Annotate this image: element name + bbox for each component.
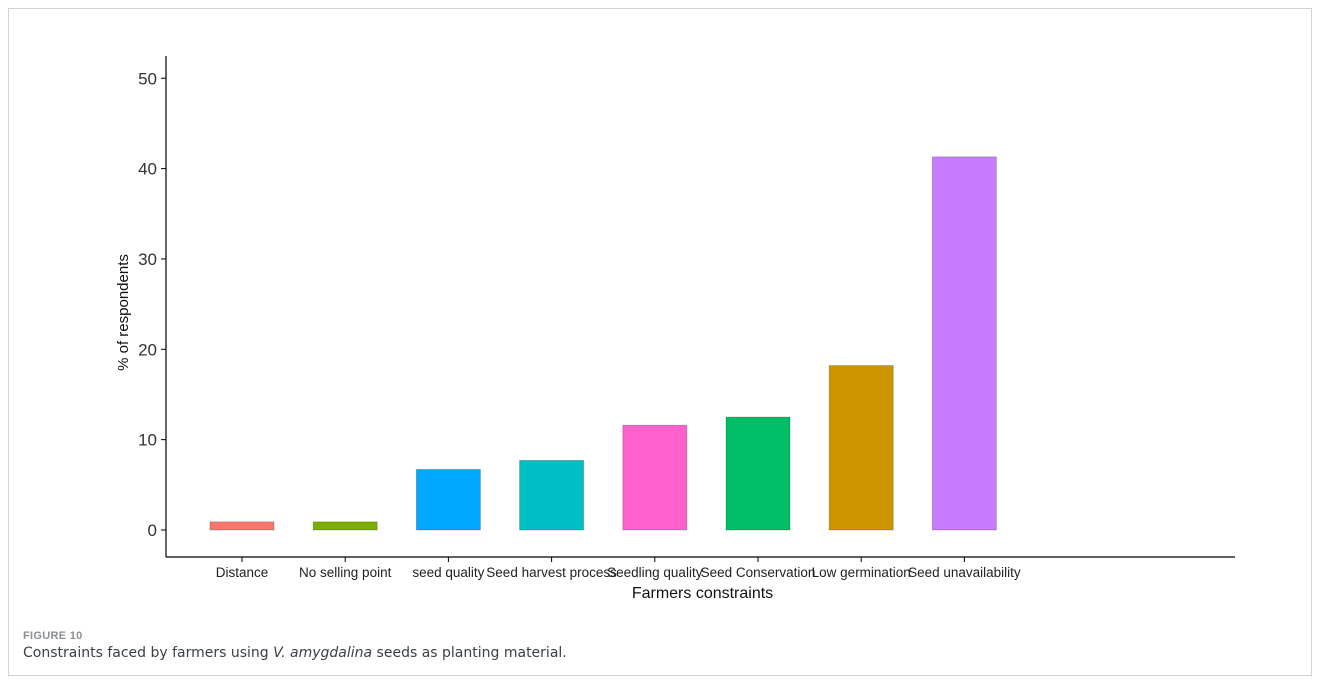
caption-species-name: V. amygdalina bbox=[273, 645, 373, 661]
bar bbox=[932, 156, 997, 531]
bar bbox=[209, 521, 275, 531]
bar-chart: 0 10 20 30 40 50 Distance No selling point seed … bbox=[115, 56, 1235, 602]
y-tick-label: 0 bbox=[148, 521, 157, 540]
figure-caption-text: Constraints faced by farmers using V. am… bbox=[23, 645, 567, 661]
y-tick-label: 40 bbox=[138, 160, 157, 179]
y-axis-title: % of respondents bbox=[115, 254, 132, 371]
bar bbox=[312, 521, 378, 531]
x-tick-label: No selling point bbox=[299, 565, 392, 580]
bar bbox=[415, 469, 481, 531]
x-tick-label: Seed harvest process bbox=[486, 565, 617, 580]
y-tick-label: 20 bbox=[138, 340, 157, 359]
bar bbox=[828, 365, 894, 531]
x-tick-label: seed quality bbox=[412, 565, 484, 580]
figure-caption: FIGURE 10 Constraints faced by farmers u… bbox=[23, 630, 567, 661]
x-tick-label: Distance bbox=[216, 565, 269, 580]
x-tick-label: Seedling quality bbox=[607, 565, 703, 580]
x-axis-title: Farmers constraints bbox=[632, 585, 773, 602]
x-tick-label: Low germination bbox=[812, 565, 911, 580]
caption-text-start: Constraints faced by farmers using bbox=[23, 645, 274, 661]
bar bbox=[622, 424, 688, 531]
figure-frame: 0 10 20 30 40 50 Distance No selling point seed … bbox=[8, 8, 1312, 676]
caption-text-end: seeds as planting material. bbox=[372, 645, 567, 661]
x-tick-label: Seed Conservation bbox=[701, 565, 816, 580]
bar bbox=[519, 460, 585, 531]
y-tick-label: 50 bbox=[138, 69, 157, 88]
x-tick-label: Seed unavailability bbox=[908, 565, 1021, 580]
y-tick-label: 10 bbox=[138, 431, 157, 450]
figure-label: FIGURE 10 bbox=[23, 630, 83, 642]
bar bbox=[725, 416, 791, 531]
y-tick-label: 30 bbox=[138, 250, 157, 269]
